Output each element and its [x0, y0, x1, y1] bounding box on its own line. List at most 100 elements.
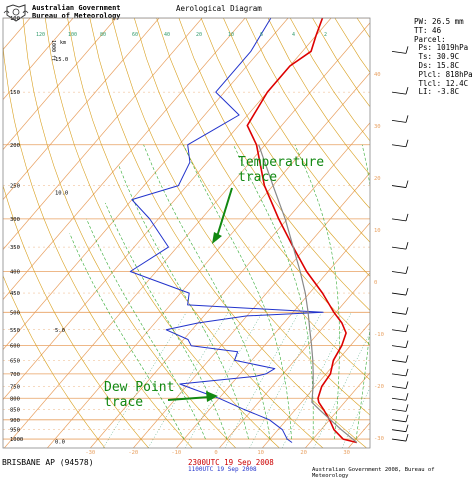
wind-barb-flag	[406, 434, 408, 441]
bottom-temperature-label: 20	[300, 450, 307, 456]
mixing-ratio-label: 20	[196, 32, 202, 38]
mixing-ratio-line	[185, 312, 262, 448]
wind-barb	[392, 219, 406, 221]
bottom-temperature-label: -20	[128, 450, 138, 456]
wind-barb-flag	[406, 415, 408, 422]
moist-adiabat	[378, 145, 422, 439]
wind-barb	[392, 346, 406, 348]
mixing-ratio-line	[250, 312, 322, 448]
dry-adiabat	[424, 18, 474, 448]
temperature-arrow	[216, 188, 232, 240]
right-edge-label: 0	[374, 280, 377, 286]
mixing-ratio-label: 100	[68, 32, 77, 38]
wind-barb-flag	[406, 307, 408, 314]
pressure-tick-label: 200	[10, 143, 20, 149]
mixing-ratio-line	[282, 312, 351, 448]
wind-barb	[392, 386, 406, 388]
wind-barb	[392, 293, 406, 295]
height-units-label: 1000 ft	[50, 40, 56, 61]
wind-barb	[392, 145, 406, 147]
pressure-tick-label: 700	[10, 372, 20, 378]
mixing-ratio-label: 6	[260, 32, 263, 38]
mixing-ratio-label: 4	[292, 32, 295, 38]
right-edge-label: -30	[374, 436, 384, 442]
bottom-temperature-label: 10	[257, 450, 264, 456]
wind-barb	[392, 120, 406, 122]
moist-adiabat	[233, 145, 313, 439]
pressure-tick-label: 250	[10, 184, 20, 190]
height-tick-label: 10.0	[55, 191, 68, 197]
dry-adiabat	[379, 18, 474, 448]
wind-barb	[392, 398, 406, 400]
wind-barb	[392, 360, 406, 362]
wind-barb-flag	[406, 140, 408, 147]
pressure-tick-label: 600	[10, 344, 20, 350]
right-edge-label: -10	[374, 332, 384, 338]
plot-area	[0, 18, 474, 448]
station-label: BRISBANE AP (94578)	[2, 458, 94, 467]
wind-barb-flag	[406, 341, 408, 348]
bottom-temperature-label: 30	[343, 450, 350, 456]
dewpoint-annotation-line-1: Dew Point	[104, 380, 174, 395]
dry-adiabat	[313, 18, 474, 448]
dry-adiabat	[223, 18, 474, 448]
wind-barb	[392, 439, 406, 441]
right-edge-label: 20	[374, 176, 381, 182]
right-edge-label: 10	[374, 228, 381, 234]
moist-adiabat	[356, 145, 374, 439]
pressure-tick-label: 750	[10, 384, 20, 390]
wind-barb-flag	[406, 355, 408, 362]
pressure-tick-label: 400	[10, 270, 20, 276]
wind-barb-flag	[406, 425, 408, 432]
temperature-annotation-line-2: trace	[238, 170, 277, 185]
wind-barb	[392, 430, 406, 432]
pressure-tick-label: 900	[10, 418, 20, 424]
mixing-ratio-label: 60	[132, 32, 138, 38]
pressure-tick-label: 850	[10, 407, 20, 413]
wind-barb-flag	[406, 288, 408, 295]
height-tick-label: 15.0	[55, 57, 68, 63]
wind-barb-flag	[406, 214, 408, 221]
pressure-tick-label: 650	[10, 358, 20, 364]
wind-barb-flag	[406, 181, 408, 188]
wind-barb	[392, 409, 406, 411]
mixing-ratio-label: 80	[100, 32, 106, 38]
mixing-ratio-label: 10	[228, 32, 234, 38]
height-tick-label: 0.0	[55, 439, 65, 445]
pressure-tick-label: 300	[10, 217, 20, 223]
dry-adiabat	[402, 18, 474, 448]
isotherm-line	[176, 18, 474, 448]
isotherm-line	[348, 18, 474, 448]
pressure-tick-label: 150	[10, 90, 20, 96]
wind-barb	[392, 374, 406, 376]
parcel-trace	[259, 145, 357, 443]
isotherm-line	[434, 18, 474, 448]
wind-barb	[392, 247, 406, 249]
isotherm-line	[262, 18, 474, 448]
wind-barb-flag	[406, 369, 408, 376]
bottom-temperature-label: -30	[85, 450, 95, 456]
pressure-tick-label: 350	[10, 245, 20, 251]
wind-barb-flag	[406, 381, 408, 388]
pressure-tick-label: 1000	[10, 437, 23, 443]
pressure-tick-label: 550	[10, 328, 20, 334]
wind-barb	[392, 330, 406, 332]
isotherm-line	[219, 18, 474, 448]
bottom-temperature-label: -10	[171, 450, 181, 456]
pressure-tick-label: 800	[10, 396, 20, 402]
moist-adiabat	[399, 145, 468, 439]
pressure-tick-label: 450	[10, 291, 20, 297]
wind-barb-flag	[406, 87, 408, 94]
wind-barb-flag	[406, 267, 408, 274]
mixing-ratio-label: 2	[324, 32, 327, 38]
height-units-km: km	[60, 40, 66, 46]
wind-barb	[392, 312, 406, 314]
dry-adiabat	[468, 18, 474, 448]
pressure-tick-label: 500	[10, 310, 20, 316]
dry-adiabat	[157, 18, 474, 448]
wind-barb	[392, 420, 406, 422]
temperature-trace	[247, 18, 357, 443]
right-edge-label: -20	[374, 384, 384, 390]
